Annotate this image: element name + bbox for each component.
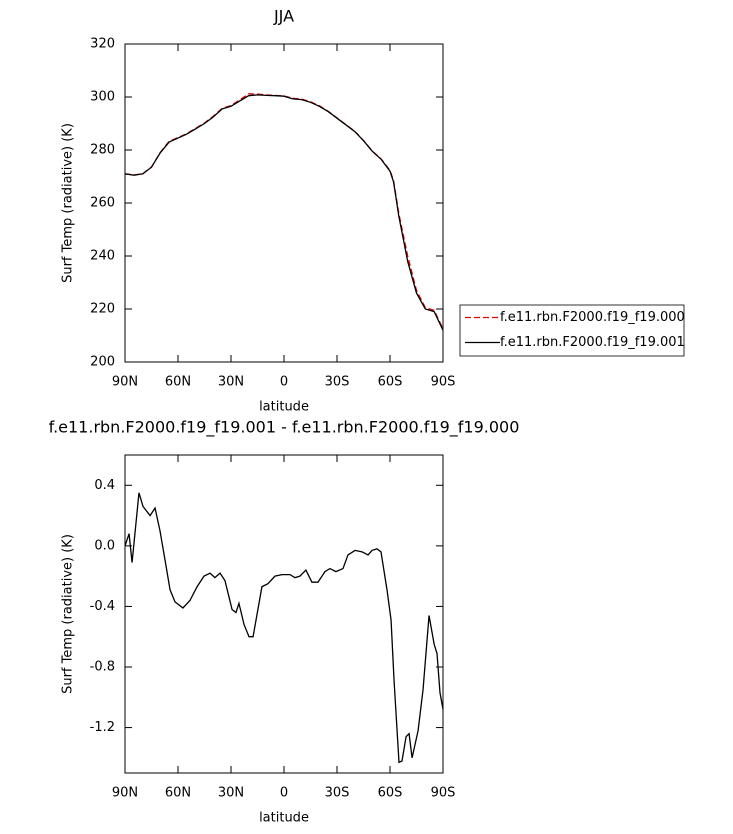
legend-box (459, 304, 685, 357)
x-tick-label: 30S (325, 786, 350, 801)
x-axis-label: latitude (259, 400, 309, 415)
x-tick-label: 90S (431, 375, 456, 390)
y-axis-label: Surf Temp (radiative) (K) (61, 534, 76, 694)
y-tick-label: 220 (90, 302, 115, 317)
y-tick-label: 320 (90, 37, 115, 52)
legend-label: f.e11.rbn.F2000.f19_f19.001 (500, 335, 685, 350)
x-tick-label: 0 (280, 375, 288, 390)
y-axis-label: Surf Temp (radiative) (K) (61, 123, 76, 283)
data-line (124, 93, 444, 330)
y-tick-label: 240 (90, 249, 115, 264)
x-tick-label: 60S (378, 375, 403, 390)
y-tick-label: 0.0 (94, 538, 115, 553)
x-tick-label: 30N (218, 786, 244, 801)
x-tick-label: 60N (165, 375, 191, 390)
x-tick-label: 90N (112, 786, 138, 801)
y-tick-label: -0.8 (90, 660, 115, 675)
x-tick-label: 90N (112, 375, 138, 390)
legend-label: f.e11.rbn.F2000.f19_f19.000 (500, 310, 685, 325)
data-line (124, 94, 444, 331)
y-tick-label: -0.4 (90, 599, 115, 614)
x-tick-label: 90S (431, 786, 456, 801)
x-tick-label: 60N (165, 786, 191, 801)
plot-frame (124, 43, 444, 363)
x-tick-label: 60S (378, 786, 403, 801)
x-axis-label: latitude (259, 811, 309, 826)
x-tick-label: 0 (280, 786, 288, 801)
y-tick-label: 280 (90, 143, 115, 158)
x-tick-label: 30S (325, 375, 350, 390)
y-tick-label: -1.2 (90, 720, 115, 735)
plot-frame (124, 454, 444, 774)
chart-title: JJA (273, 7, 294, 26)
y-tick-label: 260 (90, 196, 115, 211)
y-tick-label: 200 (90, 355, 115, 370)
y-tick-label: 0.4 (94, 478, 115, 493)
chart-title: f.e11.rbn.F2000.f19_f19.001 - f.e11.rbn.… (49, 418, 520, 438)
y-tick-label: 300 (90, 90, 115, 105)
data-line (124, 492, 444, 764)
x-tick-label: 30N (218, 375, 244, 390)
